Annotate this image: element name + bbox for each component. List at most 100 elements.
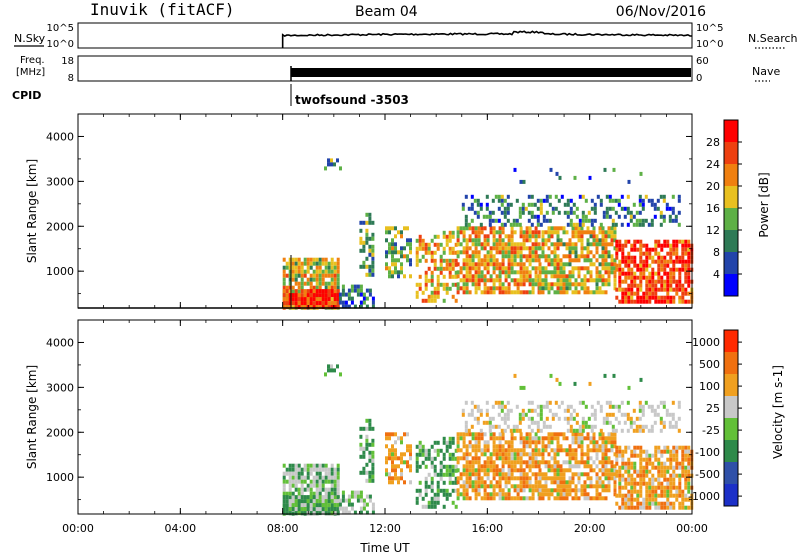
heatmap-cell: [356, 490, 360, 495]
heatmap-cell: [464, 218, 468, 223]
heatmap-cell: [436, 286, 440, 291]
heatmap-cell: [518, 416, 522, 421]
heatmap-cell: [538, 274, 542, 279]
heatmap-cell: [427, 242, 431, 247]
heatmap-cell: [607, 488, 611, 493]
heatmap-cell: [500, 404, 504, 409]
heatmap-cell: [621, 501, 625, 506]
colorbar-segment: [724, 330, 738, 352]
heatmap-cell: [626, 416, 630, 421]
heatmap-cell: [583, 254, 587, 259]
heatmap-cell: [371, 264, 375, 269]
heatmap-cell: [639, 505, 643, 510]
heatmap-cell: [456, 254, 460, 259]
heatmap-cell: [516, 484, 520, 489]
heatmap-cell: [333, 301, 337, 306]
heatmap-cell: [539, 412, 543, 417]
heatmap-cell: [459, 286, 463, 291]
heatmap-cell: [641, 404, 645, 409]
heatmap-cell: [602, 420, 606, 425]
heatmap-cell: [627, 299, 631, 304]
heatmap-cell: [568, 456, 572, 461]
heatmap-cell: [663, 505, 667, 510]
heatmap-cell: [574, 488, 578, 493]
heatmap-cell: [534, 274, 538, 279]
heatmap-cell: [534, 436, 538, 441]
colorbar-segment: [724, 142, 738, 164]
heatmap-cell: [674, 214, 678, 219]
heatmap-cell: [297, 499, 301, 504]
heatmap-cell: [288, 301, 292, 306]
heatmap-cell: [507, 440, 511, 445]
heatmap-cell: [471, 480, 475, 485]
heatmap-cell: [471, 282, 475, 287]
heatmap-cell: [427, 246, 431, 251]
heatmap-cell: [489, 468, 493, 473]
heatmap-cell: [480, 432, 484, 437]
heatmap-cell: [611, 222, 615, 227]
heatmap-cell: [654, 497, 658, 502]
heatmap-cell: [521, 206, 525, 211]
heatmap-cell: [297, 297, 301, 302]
heatmap-cell: [553, 254, 557, 259]
heatmap-cell: [581, 218, 585, 223]
heatmap-cell: [513, 496, 517, 501]
heatmap-cell: [687, 279, 691, 284]
heatmap-cell: [584, 214, 588, 219]
heatmap-cell: [501, 432, 505, 437]
heatmap-cell: [503, 420, 507, 425]
heatmap-cell: [451, 294, 455, 299]
heatmap-cell: [483, 278, 487, 283]
heatmap-cell: [618, 287, 622, 292]
heatmap-cell: [684, 445, 688, 450]
heatmap-cell: [614, 198, 618, 203]
heatmap-cell: [324, 495, 328, 500]
heatmap-cell: [604, 242, 608, 247]
heatmap-cell: [391, 432, 394, 437]
heatmap-cell: [528, 270, 532, 275]
heatmap-cell: [687, 271, 691, 276]
heatmap-cell: [659, 222, 663, 227]
heatmap-cell: [645, 449, 649, 454]
heatmap-cell: [522, 496, 526, 501]
heatmap-cell: [336, 301, 340, 306]
heatmap-cell: [489, 250, 493, 255]
heatmap-cell: [578, 218, 582, 223]
heatmap-cell: [474, 452, 478, 457]
heatmap-cell: [510, 242, 514, 247]
heatmap-cell: [486, 460, 490, 465]
heatmap-cell: [636, 283, 640, 288]
heatmap-cell: [627, 465, 631, 470]
heatmap-cell: [489, 254, 493, 259]
heatmap-cell: [662, 198, 666, 203]
heatmap-cell: [371, 458, 375, 463]
heatmap-cell: [654, 445, 658, 450]
heatmap-cell: [684, 263, 688, 268]
heatmap-cell: [632, 222, 636, 227]
heatmap-cell: [318, 495, 322, 500]
heatmap-cell: [294, 277, 298, 282]
heatmap-cell: [498, 230, 502, 235]
heatmap-cell: [421, 452, 425, 457]
heatmap-cell: [547, 476, 551, 481]
heatmap-cell: [442, 492, 446, 497]
heatmap-cell: [565, 480, 569, 485]
heatmap-cell: [330, 507, 334, 512]
heatmap-cell: [586, 484, 590, 489]
heatmap-cell: [602, 416, 606, 421]
heatmap-cell: [530, 194, 534, 199]
heatmap-cell: [639, 485, 643, 490]
heatmap-cell: [504, 270, 508, 275]
heatmap-cell: [550, 270, 554, 275]
heatmap-cell: [630, 283, 634, 288]
heatmap-cell: [509, 408, 513, 413]
heatmap-cell: [321, 289, 325, 294]
heatmap-cell: [603, 373, 607, 378]
heatmap-cell: [639, 279, 643, 284]
heatmap-cell: [672, 295, 676, 300]
heatmap-cell: [531, 496, 535, 501]
heatmap-cell: [501, 456, 505, 461]
heatmap-cell: [471, 254, 475, 259]
heatmap-cell: [650, 198, 654, 203]
heatmap-cell: [589, 476, 593, 481]
